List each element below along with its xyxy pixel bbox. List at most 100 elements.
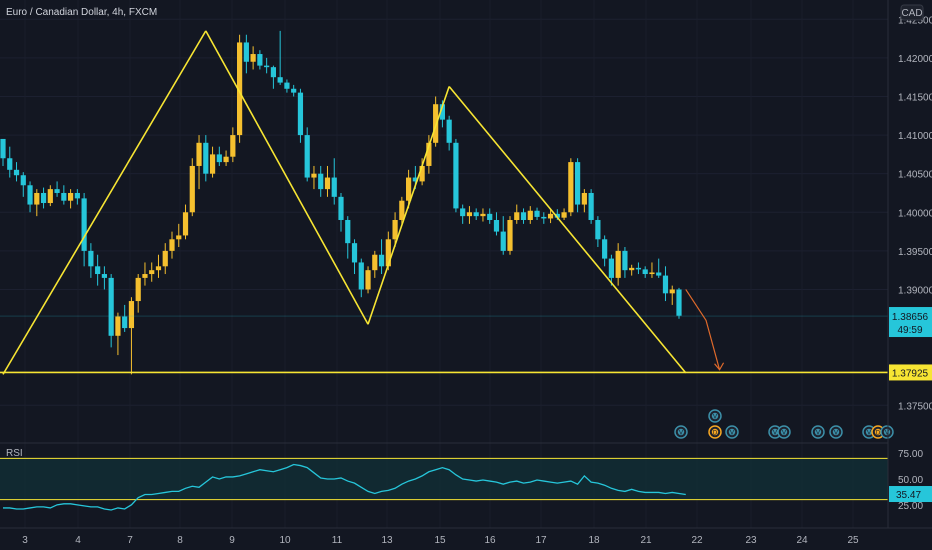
candle-body [460, 208, 466, 217]
candle-body [676, 289, 682, 316]
candle-body [446, 119, 452, 143]
event-marker-dot [780, 428, 788, 436]
candle-body [480, 213, 486, 217]
x-tick-label: 15 [434, 535, 446, 546]
candle-body [378, 254, 385, 267]
candle-body [507, 220, 513, 251]
candle-body [68, 192, 74, 201]
y-tick-label: 1.40500 [898, 170, 932, 181]
y-tick-label: 1.41500 [898, 92, 932, 103]
x-tick-label: 4 [75, 535, 81, 546]
candle [534, 207, 540, 220]
candle-body [419, 165, 425, 182]
candle [635, 262, 642, 275]
candle [277, 30, 283, 85]
candle [135, 274, 141, 313]
candle-body [527, 210, 533, 220]
candle [318, 165, 324, 197]
candle [345, 216, 351, 259]
event-markers[interactable]: V D V V V V V V D VV [674, 409, 894, 439]
candle [284, 79, 290, 93]
candle [331, 158, 337, 205]
rsi-tick-label: 75.00 [898, 449, 923, 460]
candle-body [662, 275, 669, 294]
candle [324, 165, 331, 197]
rsi-band [0, 458, 888, 500]
candle-body [473, 212, 479, 217]
economic-event-icon[interactable]: V [829, 425, 843, 439]
candle-body [581, 192, 587, 205]
candle [433, 96, 439, 147]
y-tick-label: 1.40000 [898, 208, 932, 219]
candle [520, 208, 527, 224]
candle [581, 189, 587, 213]
candle [122, 304, 128, 332]
candle-body [304, 135, 310, 178]
x-tick-label: 9 [229, 535, 235, 546]
candle [575, 158, 581, 213]
candle [20, 172, 26, 197]
candle [656, 258, 662, 278]
candle-body [0, 138, 6, 159]
candle [480, 208, 486, 222]
candle-body [270, 67, 276, 78]
event-marker-letter: D [876, 431, 881, 437]
candle [399, 196, 405, 224]
candle-body [500, 231, 506, 251]
candle [68, 189, 74, 209]
candle-body [602, 239, 608, 259]
candle-body [466, 212, 473, 217]
economic-event-icon[interactable]: V [777, 425, 791, 439]
candle-body [284, 82, 290, 89]
currency-badge[interactable]: CAD [900, 4, 924, 21]
candle [291, 84, 297, 97]
event-marker-dot [832, 428, 840, 436]
candle-body [345, 220, 351, 244]
candle [81, 192, 87, 267]
candle [608, 254, 614, 286]
candle [507, 216, 513, 255]
event-marker-letter: V [867, 431, 871, 437]
event-marker-letter: V [816, 431, 820, 437]
candle [406, 169, 412, 209]
x-tick-label: 13 [381, 535, 393, 546]
grid [0, 18, 888, 406]
candle [588, 189, 594, 224]
event-marker-dot [711, 428, 719, 436]
event-marker-dot [728, 428, 736, 436]
dividend-event-icon[interactable]: D [708, 425, 722, 439]
candle [669, 285, 675, 305]
candle [615, 243, 621, 286]
candle [338, 192, 344, 232]
candle-body [122, 316, 128, 329]
candle-body [95, 266, 101, 275]
candle [662, 266, 669, 302]
x-tick-label: 10 [279, 535, 291, 546]
candle-body [115, 316, 121, 336]
y-tick-label: 1.39000 [898, 285, 932, 296]
y-tick-label: 1.42500 [898, 15, 932, 26]
support-price-value: 1.37925 [892, 368, 929, 379]
candle-body [595, 220, 601, 240]
candle-body [547, 213, 554, 219]
candle [297, 88, 304, 143]
candle [155, 254, 162, 278]
economic-event-icon[interactable]: V [708, 409, 722, 423]
economic-event-icon[interactable]: V [880, 425, 894, 439]
candle-body [128, 301, 135, 329]
candle-body [40, 192, 47, 204]
x-tick-label: 11 [332, 535, 343, 546]
x-tick-label: 25 [847, 535, 859, 546]
economic-event-icon[interactable]: V [811, 425, 825, 439]
pattern-lines [0, 30, 888, 375]
current-price-value: 1.38656 [892, 312, 929, 323]
x-tick-label: 7 [127, 535, 133, 546]
candle [209, 146, 216, 178]
economic-event-icon[interactable]: V [725, 425, 739, 439]
economic-event-icon[interactable]: V [674, 425, 688, 439]
candle-body [101, 274, 107, 278]
event-marker-letter: V [773, 431, 777, 437]
candle-body [54, 189, 60, 193]
